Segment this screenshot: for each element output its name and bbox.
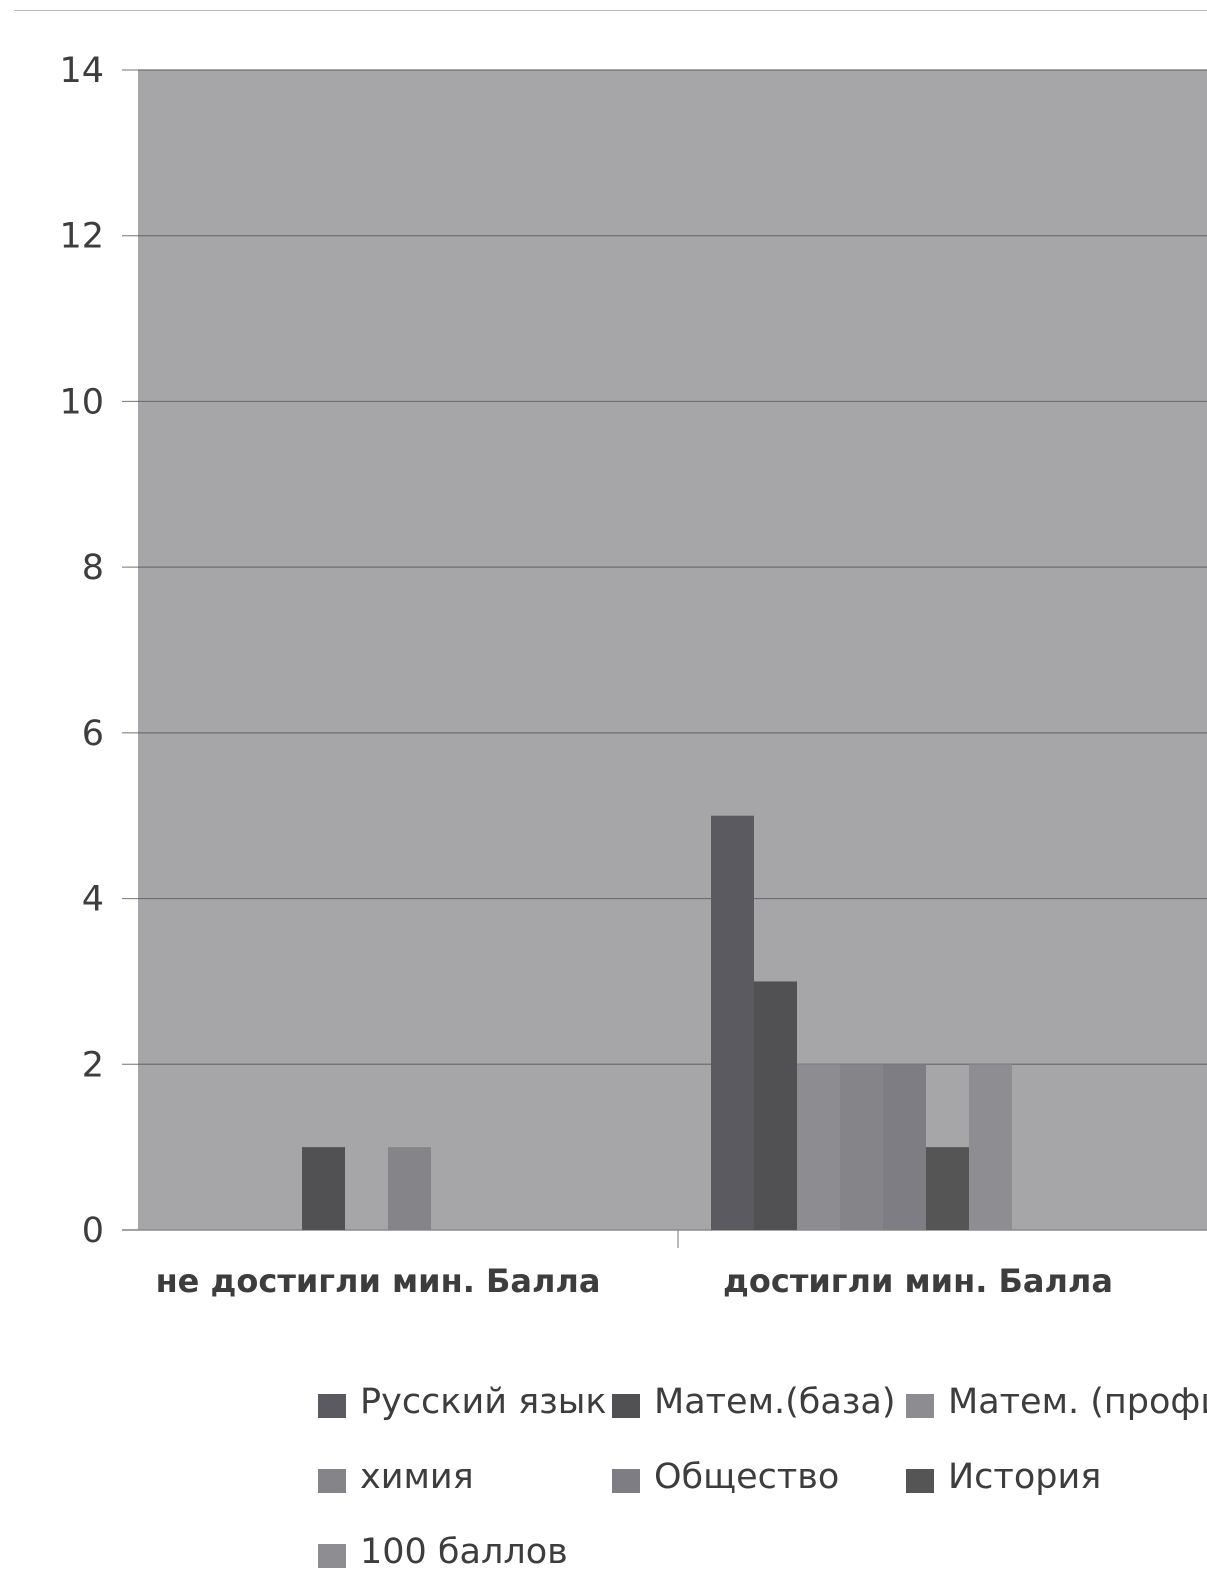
legend-label: Матем.(база) — [654, 1382, 896, 1422]
bar-0-3 — [388, 1147, 431, 1230]
y-tick-label-0: 0 — [82, 1211, 104, 1251]
legend-swatch — [906, 1469, 934, 1493]
y-tick-label-6: 6 — [82, 714, 104, 754]
y-tick-label-14: 14 — [59, 51, 104, 91]
legend-swatch — [318, 1469, 346, 1493]
bar-1-3 — [840, 1064, 883, 1230]
x-category-label-1: достигли мин. Балла — [723, 1262, 1113, 1300]
y-tick-label-10: 10 — [59, 382, 104, 422]
y-tick-label-2: 2 — [82, 1045, 104, 1085]
bar-1-1 — [754, 981, 797, 1230]
legend-label: Матем. (профиль) — [948, 1382, 1207, 1422]
bar-1-6 — [969, 1064, 1012, 1230]
legend-label: Общество — [654, 1457, 840, 1497]
plot-area — [138, 70, 1207, 1230]
legend-swatch — [612, 1469, 640, 1493]
top-border — [14, 10, 1207, 11]
bar-1-2 — [797, 1064, 840, 1230]
bar-1-4 — [883, 1064, 926, 1230]
legend-swatch — [318, 1544, 346, 1568]
bar-1-5 — [926, 1147, 969, 1230]
legend-label: Русский язык — [360, 1382, 607, 1422]
y-tick-label-4: 4 — [82, 880, 104, 920]
legend-label: химия — [360, 1457, 474, 1497]
legend-swatch — [318, 1394, 346, 1418]
legend-label: История — [948, 1457, 1102, 1497]
legend-swatch — [612, 1394, 640, 1418]
legend-label: 100 баллов — [360, 1532, 568, 1572]
y-tick-label-12: 12 — [59, 217, 104, 257]
legend-swatch — [906, 1394, 934, 1418]
y-tick-label-8: 8 — [82, 548, 104, 588]
bar-1-0 — [711, 815, 754, 1230]
x-category-label-0: не достигли мин. Балла — [156, 1262, 601, 1300]
bar-0-1 — [302, 1147, 345, 1230]
